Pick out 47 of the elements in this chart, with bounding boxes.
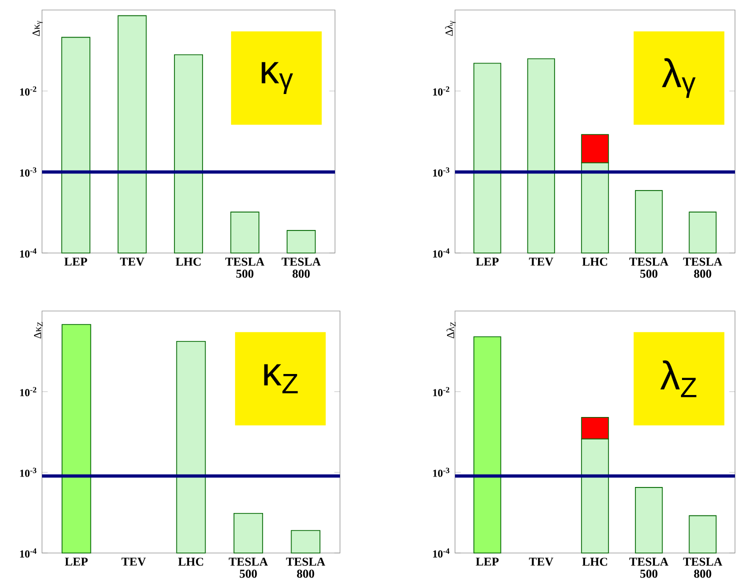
x-tick-label: TESLA 500 xyxy=(228,558,268,578)
y-tick-label: 10$^{-3}$ xyxy=(20,167,36,176)
annotation: λ$_{γ}$ xyxy=(662,58,696,98)
y-tick-label: 10$^{-2}$ xyxy=(20,86,36,96)
x-tick-label: TEV xyxy=(529,558,554,566)
y-tick-label: 10$^{-4}$ xyxy=(433,548,450,558)
x-tick-label: TESLA 500 xyxy=(225,258,264,278)
y-axis-title: Δλ$_{γ}$ xyxy=(445,20,456,36)
y-tick-label: 10$^{-4}$ xyxy=(20,248,36,258)
annotation: κ$_{Z}$ xyxy=(264,364,298,394)
x-tick-label: TEV xyxy=(122,558,146,566)
x-tick-label: LHC xyxy=(178,558,204,566)
y-tick-label: 10$^{-2}$ xyxy=(433,386,450,396)
x-tick-label: LEP xyxy=(64,558,88,566)
bar xyxy=(527,58,556,254)
bar xyxy=(473,62,502,254)
x-tick-label: TESLA 500 xyxy=(629,258,668,278)
bar xyxy=(688,515,717,554)
x-tick-label: LEP xyxy=(64,258,88,266)
x-tick-label: TESLA 800 xyxy=(282,258,321,278)
x-tick-label: LHC xyxy=(582,558,608,566)
x-tick-label: LEP xyxy=(476,258,499,266)
y-tick-label: 10$^{-3}$ xyxy=(20,468,36,477)
y-tick-label: 10$^{-2}$ xyxy=(20,386,36,396)
y-tick-label: 10$^{-3}$ xyxy=(433,167,450,176)
y-tick-label: 10$^{-4}$ xyxy=(20,548,36,558)
x-tick-label: LEP xyxy=(476,558,499,566)
x-tick-label: TESLA 800 xyxy=(683,558,722,578)
x-tick-label: TEV xyxy=(120,258,144,266)
y-axis-title: Δλ$_{Z}$ xyxy=(446,322,456,338)
annotation: λ$_{Z}$ xyxy=(660,360,696,398)
y-tick-label: 10$^{-3}$ xyxy=(433,468,450,477)
bar xyxy=(688,212,717,254)
x-tick-label: LHC xyxy=(176,258,201,266)
y-tick-label: 10$^{-4}$ xyxy=(433,248,450,258)
y-axis-title: Δκ$_{γ}$ xyxy=(32,20,43,36)
y-axis-title: Δκ$_{Z}$ xyxy=(34,322,43,338)
bar xyxy=(634,190,663,254)
x-tick-label: TESLA 800 xyxy=(286,558,326,578)
annotation: κ$_{γ}$ xyxy=(262,62,293,94)
x-tick-label: TESLA 800 xyxy=(683,258,722,278)
bar xyxy=(473,336,502,554)
x-tick-label: TEV xyxy=(529,258,554,266)
x-tick-label: LHC xyxy=(582,258,608,266)
bar xyxy=(634,486,663,554)
y-tick-label: 10$^{-2}$ xyxy=(433,86,450,96)
x-tick-label: TESLA 500 xyxy=(629,558,668,578)
